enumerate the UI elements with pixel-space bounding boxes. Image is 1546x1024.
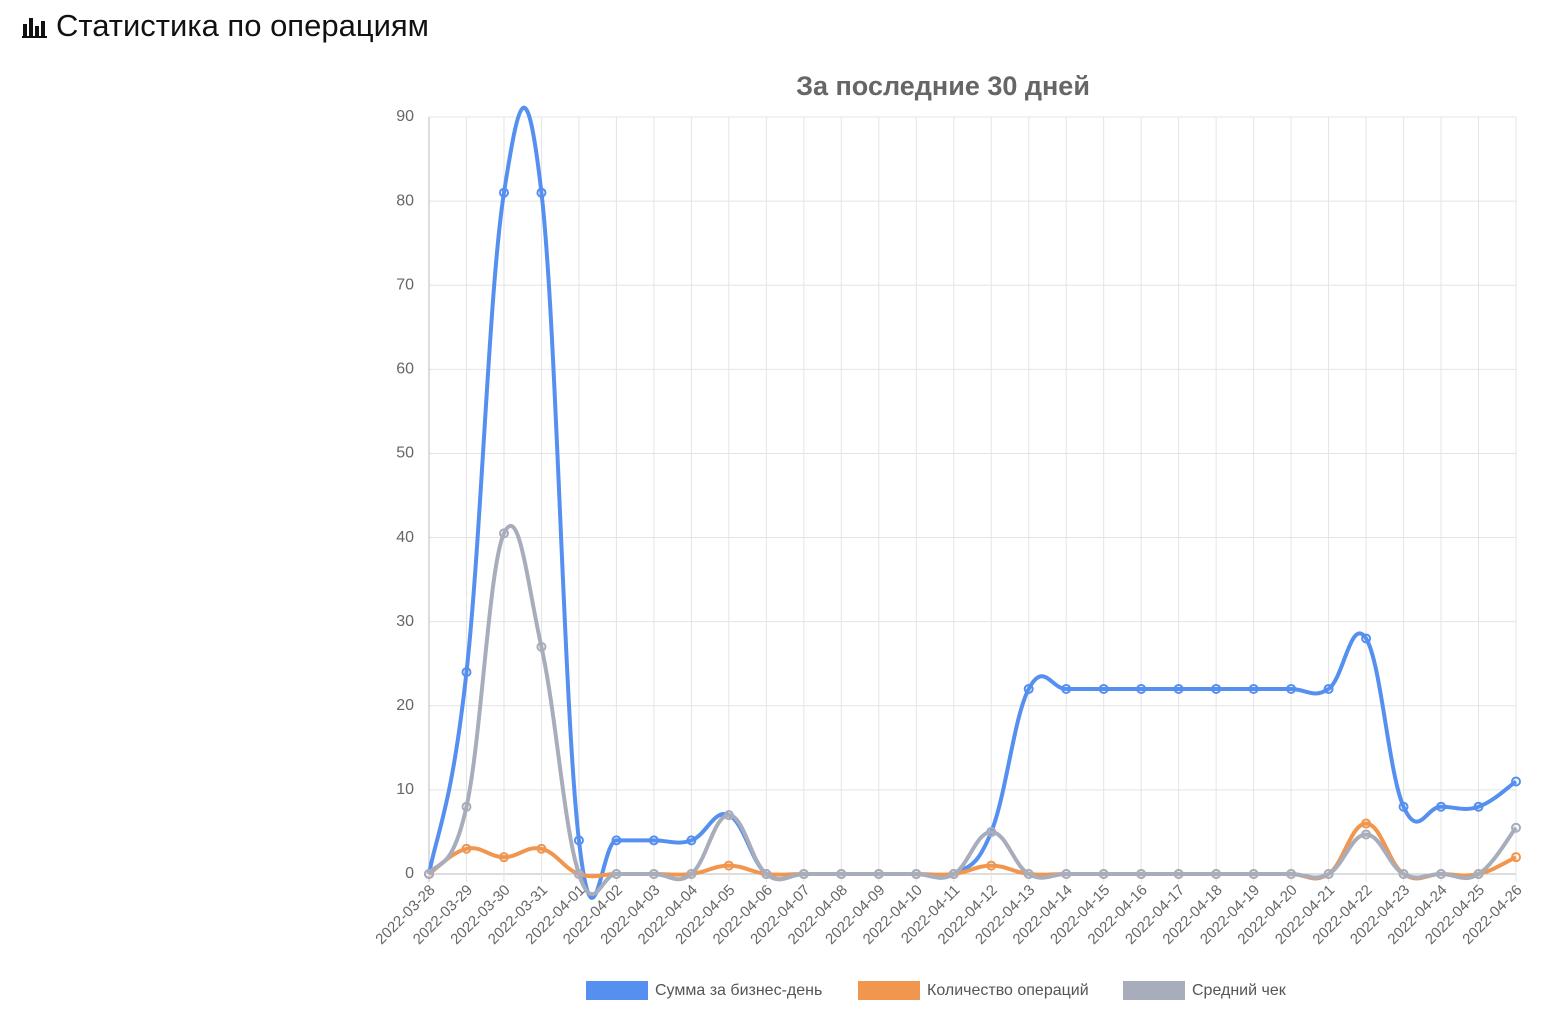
data-point — [1436, 869, 1447, 879]
data-point — [1061, 869, 1072, 879]
data-point — [836, 869, 847, 879]
data-point — [424, 869, 434, 879]
y-tick-label: 30 — [396, 613, 414, 630]
data-point — [1098, 869, 1109, 879]
data-point — [1436, 801, 1447, 812]
data-point — [1136, 683, 1147, 694]
data-point — [686, 869, 697, 879]
data-point — [761, 869, 772, 879]
data-point — [1323, 683, 1334, 694]
data-point — [1136, 869, 1147, 879]
data-point — [1248, 683, 1259, 694]
data-point — [1473, 801, 1484, 812]
y-tick-label: 40 — [396, 529, 414, 546]
data-point — [723, 860, 734, 871]
y-tick-label: 70 — [396, 276, 414, 293]
series-line — [427, 524, 1518, 897]
y-tick-label: 20 — [396, 697, 414, 714]
y-tick-label: 0 — [405, 865, 414, 882]
legend-label: Количество операций — [927, 982, 1089, 999]
data-point — [1323, 869, 1334, 879]
data-point — [1398, 869, 1409, 879]
data-point — [536, 843, 547, 854]
data-point — [1361, 818, 1372, 829]
data-point — [1211, 869, 1222, 879]
data-point — [986, 826, 997, 837]
data-point — [573, 835, 584, 846]
legend-label: Сумма за бизнес-день — [655, 982, 822, 999]
data-point — [498, 852, 509, 863]
y-tick-label: 50 — [396, 445, 414, 462]
data-point — [573, 869, 584, 879]
data-point — [1061, 683, 1072, 694]
data-point — [1248, 869, 1259, 879]
legend-swatch — [1123, 981, 1185, 1000]
chart-icon — [22, 18, 47, 38]
data-point — [1398, 801, 1409, 812]
series-line — [427, 105, 1518, 900]
data-point — [1361, 633, 1372, 644]
data-point — [1211, 683, 1222, 694]
legend-label: Средний чек — [1192, 982, 1287, 999]
data-point — [1173, 869, 1184, 879]
data-point — [1098, 683, 1109, 694]
y-tick-label: 80 — [396, 192, 414, 209]
data-point — [1361, 829, 1372, 840]
legend-swatch — [858, 981, 920, 1000]
data-point — [1473, 869, 1484, 879]
data-point — [1511, 822, 1521, 833]
data-point — [911, 869, 922, 879]
data-point — [498, 528, 509, 539]
data-point — [1511, 852, 1521, 863]
data-point — [1511, 776, 1521, 787]
data-point — [536, 187, 547, 198]
y-tick-label: 60 — [396, 361, 414, 378]
data-point — [1023, 869, 1034, 879]
data-point — [873, 869, 884, 879]
data-point — [948, 869, 959, 879]
y-tick-label: 90 — [396, 108, 414, 125]
data-point — [648, 835, 659, 846]
data-point — [798, 869, 809, 879]
data-point — [498, 187, 509, 198]
data-point — [461, 801, 472, 812]
data-point — [648, 869, 659, 879]
data-point — [686, 835, 697, 846]
data-point — [1286, 869, 1297, 879]
data-point — [536, 641, 547, 652]
chart-title: За последние 30 дней — [796, 71, 1090, 101]
header: Статистика по операциям — [22, 8, 429, 44]
y-tick-label: 10 — [396, 781, 414, 798]
data-point — [1173, 683, 1184, 694]
header-title: Статистика по операциям — [56, 8, 429, 43]
data-point — [1286, 683, 1297, 694]
data-point — [611, 835, 622, 846]
data-point — [986, 860, 997, 871]
data-point — [723, 810, 734, 821]
data-point — [611, 869, 622, 879]
data-point — [1023, 683, 1034, 694]
data-point — [461, 843, 472, 854]
data-point — [461, 667, 472, 678]
legend-swatch — [586, 981, 648, 1000]
